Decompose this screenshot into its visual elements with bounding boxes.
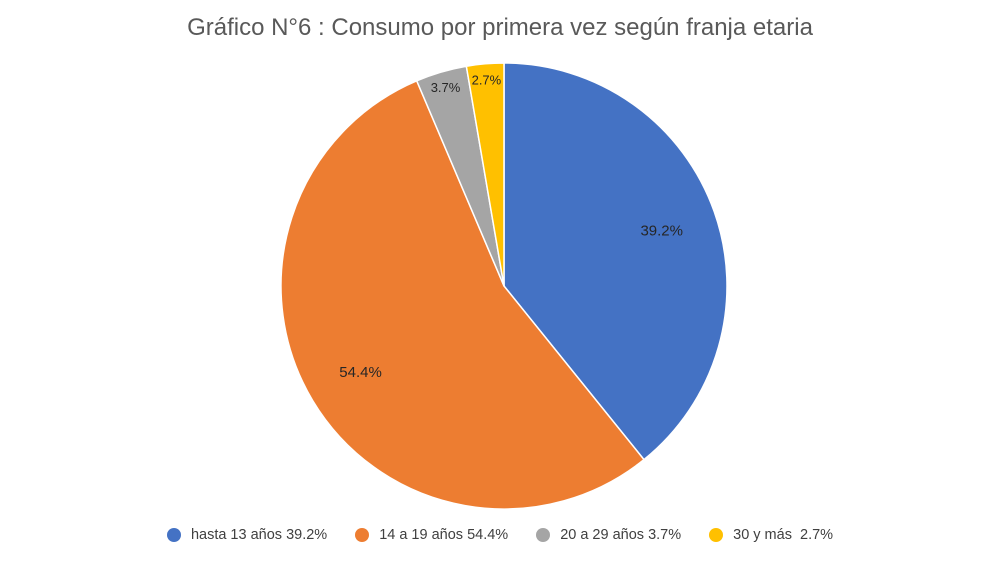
pie-slice [465,62,505,287]
legend-item: 14 a 19 años 54.4% [355,527,508,543]
pie-slice [280,79,646,510]
legend-item: 20 a 29 años 3.7% [536,527,681,543]
data-label: 3.7% [431,80,461,95]
legend-marker [536,528,551,542]
legend-marker [166,528,181,542]
chart-title: Gráfico N°6 : Consumo por primera vez se… [187,14,813,41]
legend-label: hasta 13 años 39.2% [190,527,328,543]
legend-item: hasta 13 años 39.2% [166,527,328,543]
data-label: 2.7% [472,72,502,87]
legend-item: 30 y más 2.7% [709,527,833,543]
legend-marker [709,528,724,542]
legend-label: 30 y más 2.7% [733,527,834,543]
legend-marker [355,528,370,542]
legend: hasta 13 años 39.2% 14 a 19 años 54.4% 20 … [0,527,1000,543]
legend-label: 14 a 19 años 54.4% [379,527,509,543]
data-label: 54.4% [339,364,382,381]
data-label: 39.2% [640,222,683,239]
legend-label: 20 a 29 años 3.7% [560,527,682,543]
pie-slice [503,62,728,461]
